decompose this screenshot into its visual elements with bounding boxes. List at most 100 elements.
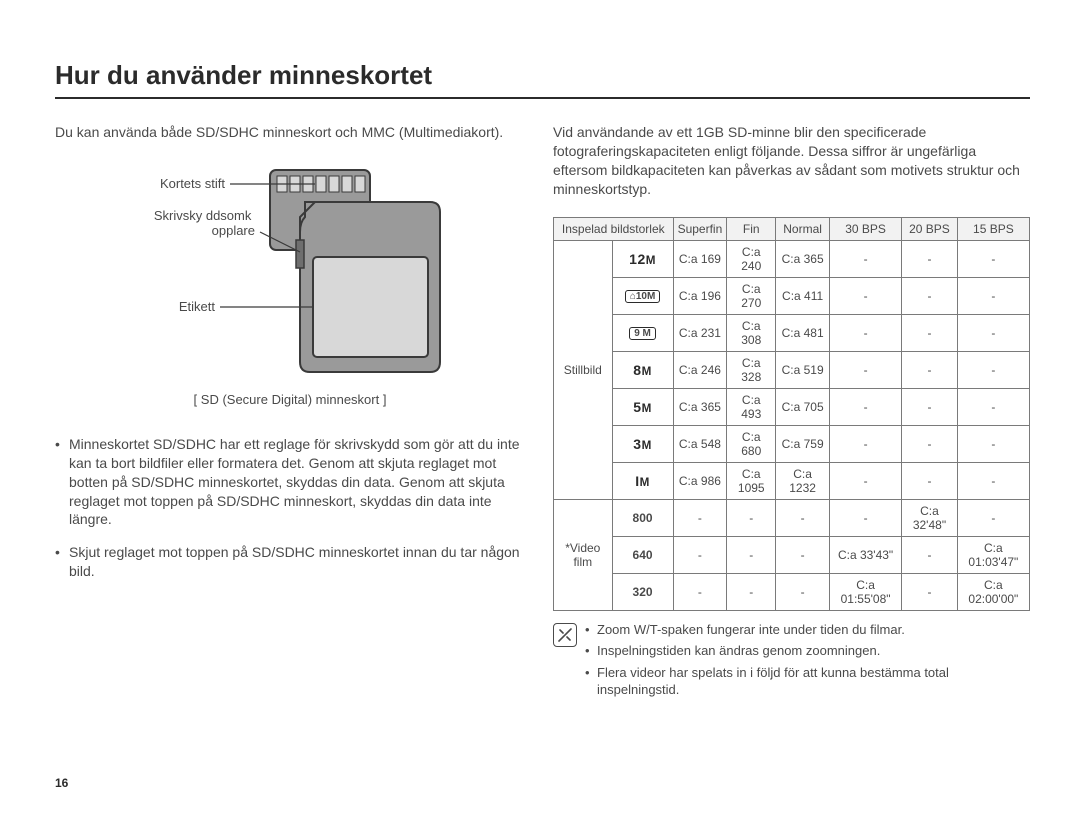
table-cell: - [957, 499, 1029, 536]
size-cell: 5M [612, 388, 673, 425]
note-icon [553, 623, 577, 647]
rowgroup-video: *Video film [554, 499, 613, 610]
table-header: 30 BPS [829, 217, 901, 240]
list-item: Minneskortet SD/SDHC har ett reglage för… [55, 435, 525, 529]
notes-list: Zoom W/T-spaken fungerar inte under tide… [585, 621, 1030, 703]
table-cell: - [902, 277, 958, 314]
left-bullets: Minneskortet SD/SDHC har ett reglage för… [55, 435, 525, 581]
table-header: Superfin [673, 217, 727, 240]
table-cell: - [957, 351, 1029, 388]
table-cell: - [902, 425, 958, 462]
table-cell: C:a 1232 [776, 462, 830, 499]
table-cell: C:a 196 [673, 277, 727, 314]
list-item: Zoom W/T-spaken fungerar inte under tide… [585, 621, 1030, 639]
table-cell: - [776, 536, 830, 573]
table-cell: - [957, 388, 1029, 425]
table-cell: - [673, 573, 727, 610]
table-cell: C:a 705 [776, 388, 830, 425]
table-row: 640---C:a 33'43"-C:a 01:03'47" [554, 536, 1030, 573]
label-pins: Kortets stift [160, 176, 225, 191]
capacity-table: Inspelad bildstorlekSuperfinFinNormal30 … [553, 217, 1030, 611]
table-cell: C:a 548 [673, 425, 727, 462]
table-cell: - [902, 573, 958, 610]
table-cell: - [829, 499, 901, 536]
size-cell: ⌂10M [612, 277, 673, 314]
table-cell: C:a 493 [727, 388, 776, 425]
size-cell: 8M [612, 351, 673, 388]
table-header: 15 BPS [957, 217, 1029, 240]
table-cell: C:a 365 [776, 240, 830, 277]
table-cell: - [673, 536, 727, 573]
table-row: 5MC:a 365C:a 493C:a 705--- [554, 388, 1030, 425]
table-cell: C:a 33'43" [829, 536, 901, 573]
table-cell: - [829, 388, 901, 425]
table-cell: - [727, 499, 776, 536]
table-cell: - [902, 240, 958, 277]
table-row: IMC:a 986C:a 1095C:a 1232--- [554, 462, 1030, 499]
table-cell: C:a 308 [727, 314, 776, 351]
table-cell: C:a 986 [673, 462, 727, 499]
diagram-caption: [ SD (Secure Digital) minneskort ] [55, 392, 525, 407]
size-cell: 640 [612, 536, 673, 573]
label-etikett: Etikett [179, 299, 216, 314]
list-item: Flera videor har spelats in i följd för … [585, 664, 1030, 699]
page-title: Hur du använder minneskortet [55, 60, 1030, 99]
table-cell: C:a 240 [727, 240, 776, 277]
table-cell: - [829, 351, 901, 388]
table-cell: - [957, 314, 1029, 351]
table-cell: C:a 169 [673, 240, 727, 277]
page-number: 16 [55, 776, 68, 790]
size-cell: 320 [612, 573, 673, 610]
table-cell: - [829, 277, 901, 314]
table-cell: C:a 01:03'47" [957, 536, 1029, 573]
table-row: *Video film800----C:a 32'48"- [554, 499, 1030, 536]
table-cell: - [829, 314, 901, 351]
size-cell: 12M [612, 240, 673, 277]
table-cell: C:a 02:00'00" [957, 573, 1029, 610]
rowgroup-still: Stillbild [554, 240, 613, 499]
table-header: Fin [727, 217, 776, 240]
table-cell: - [902, 351, 958, 388]
table-cell: C:a 411 [776, 277, 830, 314]
size-cell: 800 [612, 499, 673, 536]
table-row: Stillbild12MC:a 169C:a 240C:a 365--- [554, 240, 1030, 277]
table-cell: - [957, 462, 1029, 499]
svg-text:Skrivsky ddsomk op: Skrivsky ddsomk opplare [154, 208, 255, 238]
table-cell: - [902, 314, 958, 351]
list-item: Skjut reglaget mot toppen på SD/SDHC min… [55, 543, 525, 581]
table-cell: C:a 270 [727, 277, 776, 314]
table-row: 8MC:a 246C:a 328C:a 519--- [554, 351, 1030, 388]
size-cell: 9 M [612, 314, 673, 351]
size-cell: IM [612, 462, 673, 499]
table-cell: - [673, 499, 727, 536]
table-cell: C:a 481 [776, 314, 830, 351]
table-cell: C:a 32'48" [902, 499, 958, 536]
size-cell: 3M [612, 425, 673, 462]
table-cell: C:a 365 [673, 388, 727, 425]
table-cell: - [829, 240, 901, 277]
table-cell: - [957, 277, 1029, 314]
table-cell: - [902, 462, 958, 499]
table-cell: C:a 680 [727, 425, 776, 462]
list-item: Inspelningstiden kan ändras genom zoomni… [585, 642, 1030, 660]
table-cell: - [829, 462, 901, 499]
table-header: Inspelad bildstorlek [554, 217, 674, 240]
table-header: 20 BPS [902, 217, 958, 240]
left-intro: Du kan använda både SD/SDHC minneskort o… [55, 123, 525, 142]
table-cell: - [902, 388, 958, 425]
right-intro: Vid användande av ett 1GB SD-minne blir … [553, 123, 1030, 199]
table-cell: - [829, 425, 901, 462]
table-row: 320---C:a 01:55'08"-C:a 02:00'00" [554, 573, 1030, 610]
table-cell: - [776, 499, 830, 536]
table-cell: - [957, 240, 1029, 277]
table-cell: C:a 519 [776, 351, 830, 388]
table-cell: C:a 759 [776, 425, 830, 462]
table-cell: C:a 328 [727, 351, 776, 388]
table-cell: C:a 246 [673, 351, 727, 388]
sd-card-diagram: Kortets stift Skrivsky ddsomk opplare Et… [55, 162, 525, 382]
table-cell: - [902, 536, 958, 573]
table-cell: C:a 231 [673, 314, 727, 351]
table-cell: C:a 1095 [727, 462, 776, 499]
table-cell: - [776, 573, 830, 610]
table-row: ⌂10MC:a 196C:a 270C:a 411--- [554, 277, 1030, 314]
